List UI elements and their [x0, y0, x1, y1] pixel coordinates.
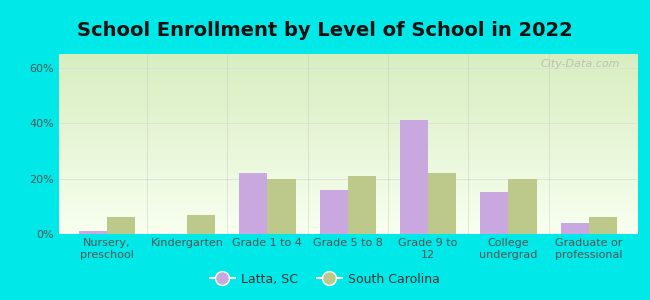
Text: City-Data.com: City-Data.com — [540, 59, 619, 69]
Bar — [348, 176, 376, 234]
Bar — [480, 193, 508, 234]
Bar — [107, 218, 135, 234]
Bar — [400, 121, 428, 234]
Bar — [428, 173, 456, 234]
Bar — [589, 218, 617, 234]
Legend: Latta, SC, South Carolina: Latta, SC, South Carolina — [205, 268, 445, 291]
Bar — [239, 173, 267, 234]
Bar — [320, 190, 348, 234]
Bar — [79, 231, 107, 234]
Bar — [561, 223, 589, 234]
Bar — [187, 214, 215, 234]
Bar — [508, 178, 536, 234]
Text: School Enrollment by Level of School in 2022: School Enrollment by Level of School in … — [77, 21, 573, 40]
Bar — [267, 178, 296, 234]
